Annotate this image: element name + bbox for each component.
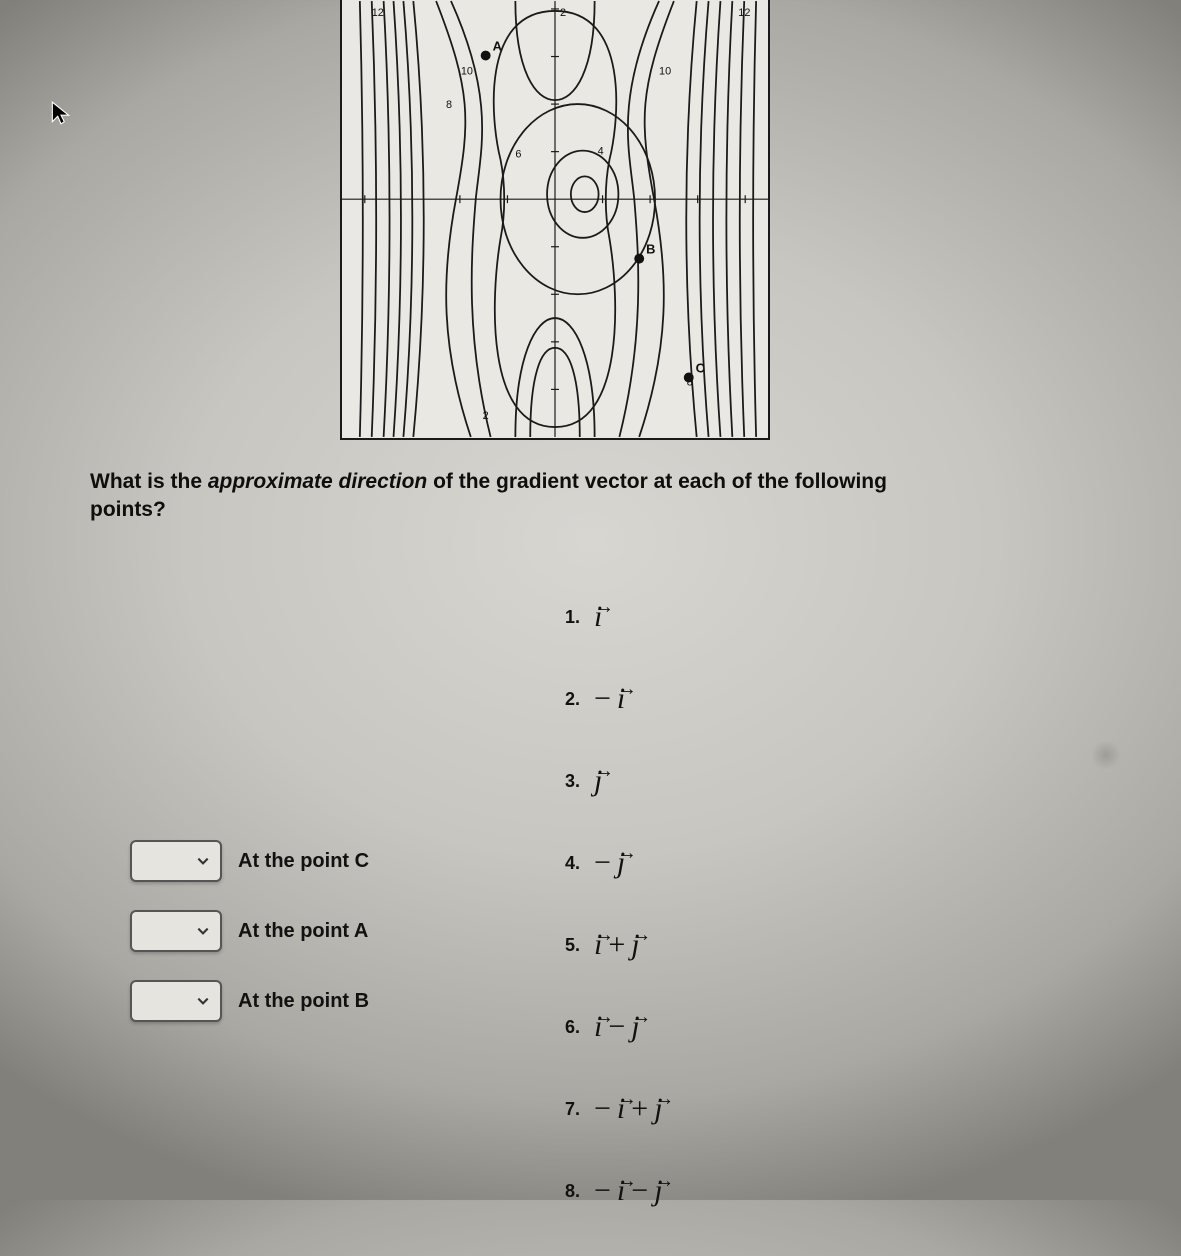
svg-text:A: A	[493, 39, 502, 54]
option-expression: →i + →j	[594, 928, 640, 962]
chevron-down-icon	[196, 854, 210, 868]
option-5: 5. →i + →j	[560, 928, 663, 962]
vector-i: →i	[617, 1092, 625, 1126]
match-row: At the point C	[130, 840, 369, 882]
match-select-2[interactable]	[130, 980, 222, 1022]
option-expression: →j	[594, 764, 602, 798]
svg-text:2: 2	[483, 410, 489, 422]
match-select-0[interactable]	[130, 840, 222, 882]
option-number: 6.	[560, 1017, 580, 1038]
chevron-down-icon	[196, 994, 210, 1008]
matching-area: At the point C At the point A At the point…	[130, 840, 369, 1050]
option-expression: →i − →j	[594, 1010, 640, 1044]
option-2: 2. − →i	[560, 682, 663, 716]
match-row: At the point A	[130, 910, 369, 952]
option-expression: − →j	[594, 846, 625, 880]
option-number: 4.	[560, 853, 580, 874]
svg-text:8: 8	[446, 99, 452, 111]
match-row: At the point B	[130, 980, 369, 1022]
question-text: What is the approximate direction of the…	[90, 468, 920, 525]
operator: −	[594, 1092, 611, 1126]
svg-text:12: 12	[372, 7, 384, 19]
vector-i: →i	[617, 682, 625, 716]
option-4: 4. − →j	[560, 846, 663, 880]
vector-j: →j	[631, 1010, 639, 1044]
svg-text:C: C	[696, 361, 705, 376]
option-8: 8. − →i − →j	[560, 1174, 663, 1208]
option-number: 7.	[560, 1099, 580, 1120]
svg-text:B: B	[646, 242, 655, 257]
option-expression: − →i − →j	[594, 1174, 663, 1208]
option-6: 6. →i − →j	[560, 1010, 663, 1044]
operator: −	[594, 682, 611, 716]
option-number: 8.	[560, 1181, 580, 1202]
option-expression: →i	[594, 600, 602, 634]
option-expression: − →i	[594, 682, 625, 716]
smudge	[1091, 740, 1121, 770]
svg-text:10: 10	[659, 65, 671, 77]
option-expression: − →i + →j	[594, 1092, 663, 1126]
option-7: 7. − →i + →j	[560, 1092, 663, 1126]
vector-i: →i	[594, 600, 602, 634]
option-number: 5.	[560, 935, 580, 956]
svg-text:12: 12	[738, 7, 750, 19]
vector-j: →j	[617, 846, 625, 880]
vector-i: →i	[617, 1174, 625, 1208]
vector-j: →j	[654, 1092, 662, 1126]
vector-i: →i	[594, 1010, 602, 1044]
options-list: 1.→i2. − →i3.→j4. − →j5.→i + →j6.→i − →j…	[560, 600, 663, 1256]
operator: −	[594, 1174, 611, 1208]
option-3: 3. →j	[560, 764, 663, 798]
option-number: 3.	[560, 771, 580, 792]
option-number: 2.	[560, 689, 580, 710]
contour-diagram: 12121010864228ABC	[340, 0, 770, 440]
svg-text:10: 10	[461, 65, 473, 77]
svg-text:4: 4	[598, 146, 604, 158]
chevron-down-icon	[196, 924, 210, 938]
svg-text:6: 6	[515, 149, 521, 161]
option-1: 1. →i	[560, 600, 663, 634]
operator: −	[594, 846, 611, 880]
match-label: At the point C	[238, 850, 369, 873]
mouse-cursor-icon	[50, 100, 72, 126]
vector-j: →j	[654, 1174, 662, 1208]
option-number: 1.	[560, 607, 580, 628]
match-select-1[interactable]	[130, 910, 222, 952]
vector-j: →j	[631, 928, 639, 962]
match-label: At the point A	[238, 920, 368, 943]
svg-text:2: 2	[560, 7, 566, 19]
vector-j: →j	[594, 764, 602, 798]
vector-i: →i	[594, 928, 602, 962]
match-label: At the point B	[238, 990, 369, 1013]
